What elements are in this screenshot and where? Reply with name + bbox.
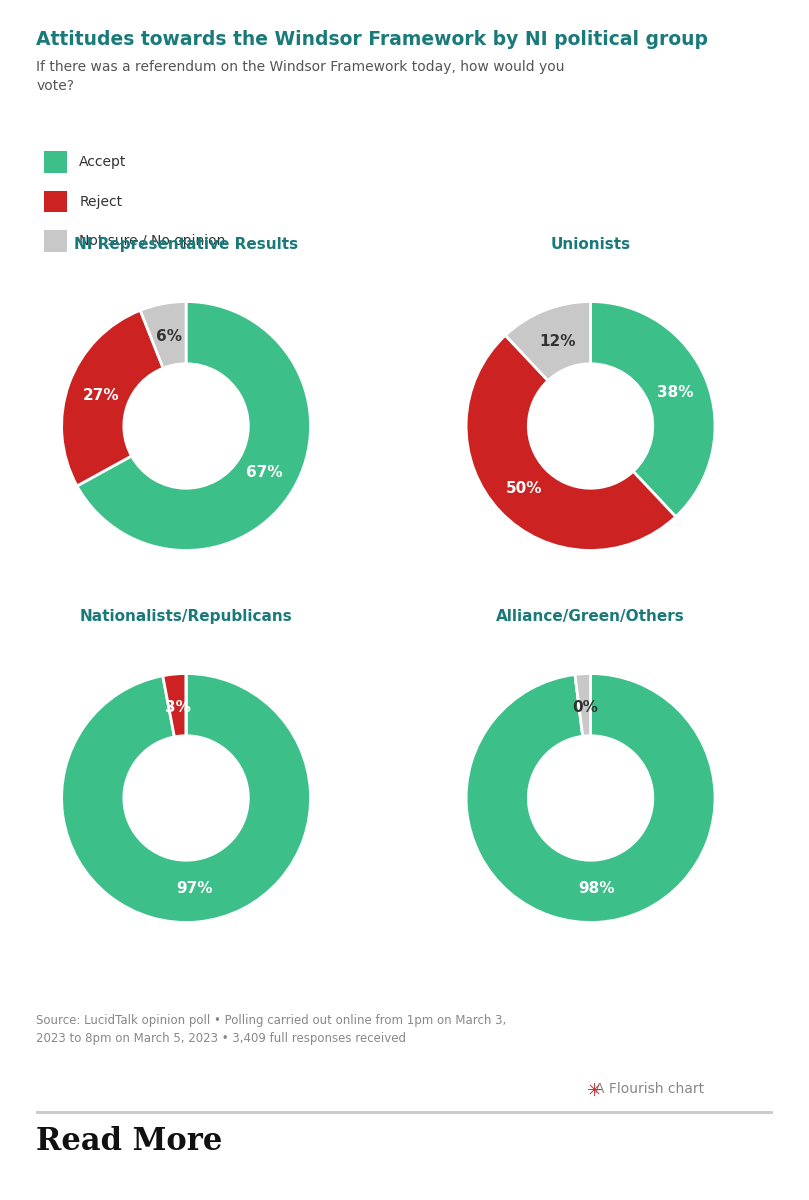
Text: Unionists: Unionists: [550, 236, 631, 252]
Text: NI Representative Results: NI Representative Results: [74, 236, 299, 252]
Text: If there was a referendum on the Windsor Framework today, how would you
vote?: If there was a referendum on the Windsor…: [36, 60, 565, 94]
Wedge shape: [77, 301, 311, 551]
Wedge shape: [506, 301, 591, 380]
Text: 67%: 67%: [246, 464, 282, 480]
Wedge shape: [466, 335, 676, 551]
Text: Reject: Reject: [79, 194, 122, 209]
Text: Source: LucidTalk opinion poll • Polling carried out online from 1pm on March 3,: Source: LucidTalk opinion poll • Polling…: [36, 1014, 506, 1045]
Wedge shape: [466, 673, 715, 923]
Wedge shape: [575, 673, 591, 737]
Text: Attitudes towards the Windsor Framework by NI political group: Attitudes towards the Windsor Framework …: [36, 30, 709, 49]
Text: ✳: ✳: [587, 1082, 602, 1100]
Text: 6%: 6%: [156, 329, 182, 344]
Text: 3%: 3%: [164, 700, 190, 715]
Wedge shape: [61, 311, 163, 486]
Wedge shape: [61, 673, 311, 923]
Text: 12%: 12%: [539, 334, 575, 349]
Text: Accept: Accept: [79, 155, 127, 169]
Text: 98%: 98%: [578, 881, 615, 896]
Text: A Flourish chart: A Flourish chart: [595, 1082, 704, 1097]
Text: 97%: 97%: [176, 881, 213, 896]
Text: Nationalists/Republicans: Nationalists/Republicans: [80, 608, 292, 624]
Wedge shape: [591, 301, 715, 517]
Wedge shape: [140, 301, 186, 368]
Wedge shape: [575, 674, 582, 737]
Text: Not sure / No opinion: Not sure / No opinion: [79, 234, 226, 248]
Text: 0%: 0%: [572, 700, 598, 715]
Text: Alliance/Green/Others: Alliance/Green/Others: [496, 608, 685, 624]
Text: 50%: 50%: [506, 481, 543, 496]
Text: 27%: 27%: [83, 388, 119, 403]
Text: 38%: 38%: [657, 385, 693, 400]
Wedge shape: [163, 673, 186, 737]
Text: Read More: Read More: [36, 1126, 222, 1157]
